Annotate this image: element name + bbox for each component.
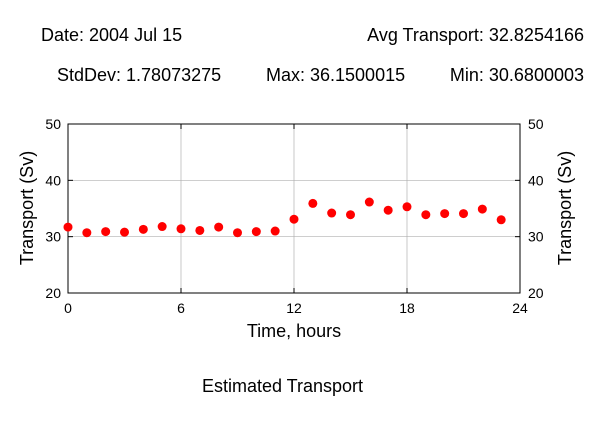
- y-tick-label-left: 40: [45, 172, 61, 188]
- grid-lines: [68, 124, 520, 293]
- data-point: [383, 205, 393, 215]
- min-label: Min: 30.6800003: [449, 65, 584, 85]
- y-tick-label-right: 30: [528, 229, 544, 245]
- max-label: Max: 36.1500015: [266, 65, 406, 85]
- data-point: [214, 222, 224, 232]
- y-tick-label-left: 30: [45, 229, 61, 245]
- data-point: [289, 214, 299, 224]
- data-point: [195, 225, 205, 235]
- x-tick-label: 24: [512, 300, 528, 316]
- data-point: [364, 197, 374, 207]
- data-point: [327, 208, 337, 218]
- stddev-label: StdDev: 1.78073275: [57, 65, 222, 85]
- y-axis-label-right: Transport (Sv): [555, 151, 575, 265]
- y-tick-label-right: 40: [528, 172, 544, 188]
- y-tick-label-right: 20: [528, 285, 544, 301]
- data-point: [138, 224, 148, 234]
- x-tick-label: 18: [399, 300, 415, 316]
- x-tick-label: 6: [177, 300, 185, 316]
- data-point: [402, 202, 412, 212]
- y-axis-label-left: Transport (Sv): [17, 151, 37, 265]
- chart-caption: Estimated Transport: [201, 376, 364, 396]
- data-point: [101, 227, 111, 237]
- data-points: [63, 197, 506, 238]
- data-point: [251, 227, 261, 237]
- data-point: [63, 222, 73, 232]
- data-point: [459, 209, 468, 219]
- date-label: Date: 2004 Jul 15: [41, 25, 183, 45]
- y-tick-label-left: 50: [45, 116, 61, 132]
- data-point: [82, 228, 92, 238]
- data-point: [120, 227, 129, 237]
- data-point: [346, 210, 355, 220]
- x-tick-label: 12: [286, 300, 302, 316]
- data-point: [233, 228, 242, 238]
- y-tick-label-right: 50: [528, 116, 544, 132]
- x-tick-label: 0: [64, 300, 72, 316]
- data-point: [421, 210, 431, 220]
- x-axis-label: Time, hours: [247, 321, 341, 341]
- data-point: [176, 224, 186, 234]
- data-point: [157, 222, 167, 232]
- data-point: [477, 204, 487, 214]
- data-point: [496, 215, 506, 225]
- avg-transport-label: Avg Transport: 32.8254166: [367, 25, 584, 45]
- data-point: [308, 198, 318, 208]
- data-point: [440, 209, 450, 219]
- data-point: [270, 226, 280, 236]
- y-tick-label-left: 20: [45, 285, 61, 301]
